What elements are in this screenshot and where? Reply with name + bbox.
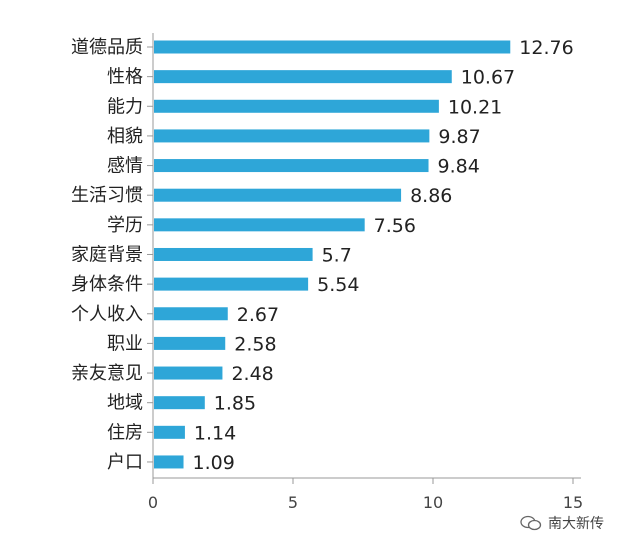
value-label: 9.87: [438, 126, 480, 148]
x-tick-label: 15: [563, 493, 583, 512]
value-label: 1.85: [214, 393, 256, 415]
value-label: 2.48: [231, 363, 273, 385]
category-label: 性格: [107, 67, 143, 88]
value-label: 10.21: [448, 96, 502, 118]
bar: [154, 188, 402, 202]
bar: [154, 70, 452, 84]
value-label: 7.56: [374, 215, 416, 237]
value-label: 5.7: [322, 244, 352, 266]
x-tick-label: 0: [148, 493, 158, 512]
bar: [154, 159, 429, 173]
category-label: 亲友意见: [71, 363, 143, 384]
x-tick-label: 10: [423, 493, 443, 512]
wechat-icon: [520, 515, 542, 531]
category-label: 相貌: [107, 126, 143, 147]
category-label: 家庭背景: [71, 244, 143, 265]
value-label: 9.84: [438, 156, 480, 178]
category-label: 身体条件: [71, 274, 143, 295]
category-label: 地域: [107, 393, 143, 414]
category-label: 道德品质: [71, 37, 143, 58]
value-label: 10.67: [461, 67, 515, 89]
value-label: 8.86: [410, 185, 452, 207]
value-label: 2.67: [237, 304, 279, 326]
bar: [154, 129, 430, 143]
value-label: 1.09: [193, 452, 235, 474]
bar: [154, 218, 365, 232]
bar: [154, 455, 184, 469]
category-label: 感情: [107, 156, 143, 177]
bar: [154, 307, 228, 321]
value-label: 12.76: [519, 37, 573, 59]
bar: [154, 277, 309, 291]
value-label: 5.54: [317, 274, 359, 296]
bar: [154, 425, 185, 439]
watermark: 南大新传: [520, 513, 604, 533]
category-label: 个人收入: [71, 304, 143, 325]
bar: [154, 99, 439, 113]
bar: [154, 247, 313, 261]
category-label: 生活习惯: [71, 185, 143, 206]
bar: [154, 40, 511, 54]
bar: [154, 336, 226, 350]
x-tick-label: 5: [288, 493, 298, 512]
bar: [154, 396, 205, 410]
category-label: 能力: [107, 96, 143, 117]
category-label: 户口: [107, 452, 143, 473]
value-label: 2.58: [234, 333, 276, 355]
value-label: 1.14: [194, 422, 236, 444]
category-label: 学历: [107, 215, 143, 236]
category-label: 职业: [107, 333, 143, 354]
watermark-text: 南大新传: [548, 516, 604, 532]
bar: [154, 366, 223, 380]
category-label: 住房: [107, 422, 143, 443]
